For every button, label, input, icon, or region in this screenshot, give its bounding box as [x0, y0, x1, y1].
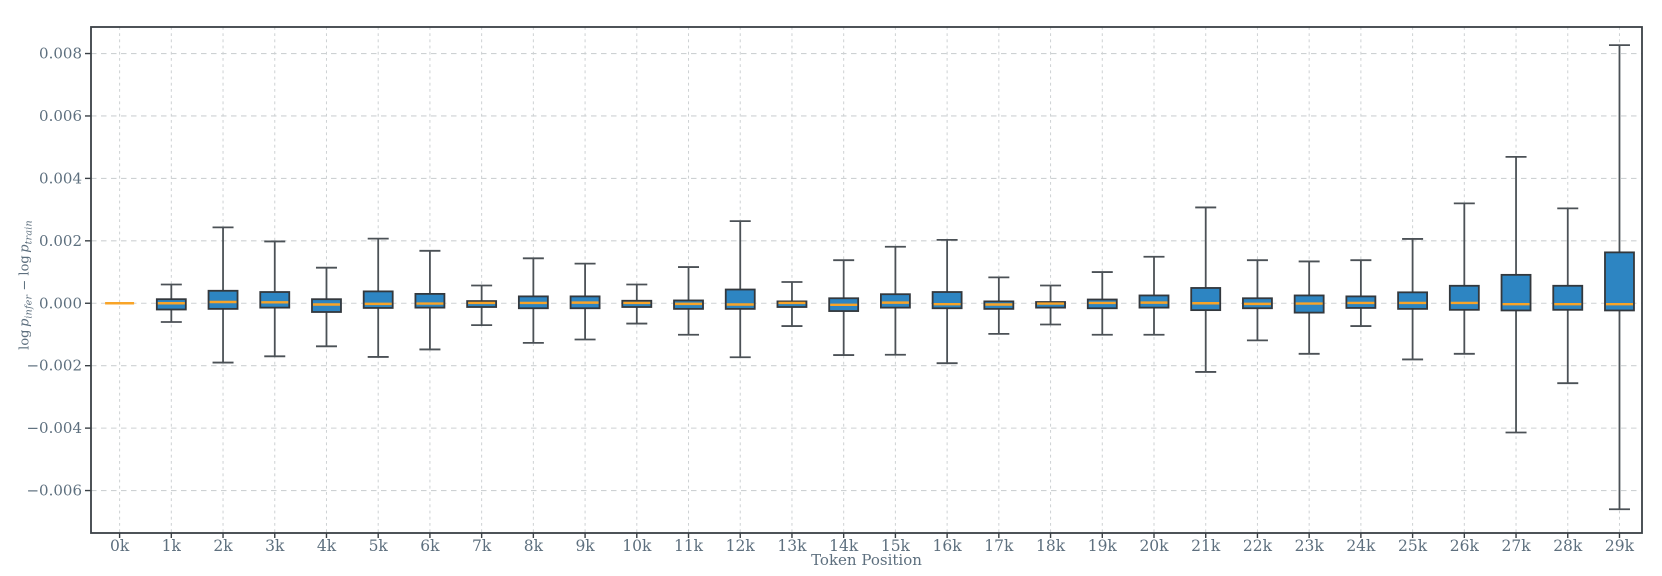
- box-15k: [880, 245, 911, 356]
- iqr-box: [1552, 284, 1584, 311]
- y-axis-label-part: p: [17, 244, 33, 253]
- box-21k: [1190, 206, 1222, 373]
- y-tick-label: −0.002: [26, 357, 82, 375]
- box-24k: [1345, 259, 1377, 327]
- iqr-box: [207, 289, 239, 310]
- box-20k: [1138, 255, 1170, 336]
- box-11k: [673, 266, 704, 336]
- x-tick-label: 0k: [110, 537, 130, 555]
- iqr-box: [880, 293, 911, 309]
- y-axis-label-part: log: [17, 326, 33, 350]
- x-tick-label: 19k: [1088, 537, 1118, 555]
- iqr-box: [1035, 301, 1066, 309]
- box-10k: [621, 283, 653, 325]
- box-7k: [466, 284, 498, 327]
- y-axis-label-part: p: [17, 318, 33, 327]
- x-tick-label: 14k: [829, 537, 859, 555]
- box-1k: [155, 283, 187, 323]
- iqr-box: [259, 291, 291, 309]
- x-tick-label: 24k: [1346, 537, 1376, 555]
- y-tick-label: −0.004: [26, 419, 82, 437]
- x-tick-label: 4k: [317, 537, 337, 555]
- y-axis-label: log pinfer − log ptrain: [17, 220, 35, 350]
- x-tick-label: 20k: [1139, 537, 1169, 555]
- iqr-box: [931, 291, 963, 310]
- iqr-box: [1604, 251, 1635, 312]
- iqr-box: [1190, 287, 1222, 312]
- box-9k: [569, 262, 601, 341]
- y-axis-label-part: infer: [23, 294, 35, 319]
- x-tick-label: 28k: [1553, 537, 1583, 555]
- y-axis-label-part: train: [23, 220, 35, 245]
- box-27k: [1500, 155, 1532, 434]
- box-13k: [776, 281, 808, 327]
- plot-frame: [90, 26, 1643, 534]
- iqr-box: [724, 288, 756, 310]
- box-18k: [1035, 284, 1066, 326]
- iqr-box: [776, 300, 808, 308]
- y-tick-label: 0.006: [39, 107, 82, 125]
- x-tick-label: 29k: [1605, 537, 1635, 555]
- x-tick-label: 2k: [213, 537, 233, 555]
- y-tick-label: 0.002: [39, 232, 82, 250]
- x-tick-label: 5k: [369, 537, 389, 555]
- x-tick-label: 13k: [777, 537, 807, 555]
- iqr-box: [414, 292, 446, 309]
- x-tick-label: 3k: [265, 537, 285, 555]
- x-tick-label: 22k: [1243, 537, 1273, 555]
- box-2k: [207, 226, 239, 364]
- y-tick-label: 0.000: [39, 294, 82, 312]
- y-tick-label: 0.004: [39, 169, 82, 187]
- box-22k: [1242, 259, 1273, 342]
- box-25k: [1397, 238, 1428, 361]
- y-axis-label-part: − log: [17, 252, 33, 295]
- x-tick-label: 27k: [1501, 537, 1531, 555]
- x-tick-label: 10k: [622, 537, 652, 555]
- y-tick-label: −0.006: [26, 482, 82, 500]
- x-tick-label: 1k: [162, 537, 182, 555]
- x-tick-label: 16k: [933, 537, 963, 555]
- box-17k: [983, 276, 1015, 335]
- x-tick-label: 8k: [524, 537, 544, 555]
- x-axis-label: Token Position: [811, 551, 922, 569]
- iqr-box: [1448, 284, 1480, 311]
- box-8k: [517, 257, 549, 344]
- x-tick-label: 21k: [1191, 537, 1221, 555]
- x-tick-label: 23k: [1295, 537, 1325, 555]
- box-12k: [724, 220, 756, 359]
- x-tick-label: 17k: [984, 537, 1014, 555]
- box-26k: [1448, 202, 1480, 355]
- y-tick-label: 0.008: [39, 45, 82, 63]
- iqr-box: [1397, 291, 1428, 310]
- x-tick-label: 7k: [472, 537, 492, 555]
- iqr-box: [362, 290, 394, 309]
- x-tick-label: 6k: [420, 537, 440, 555]
- x-tick-label: 15k: [881, 537, 911, 555]
- box-23k: [1293, 260, 1325, 355]
- box-6k: [414, 249, 446, 351]
- x-tick-label: 25k: [1398, 537, 1428, 555]
- x-tick-label: 11k: [674, 537, 704, 555]
- box-19k: [1086, 271, 1118, 336]
- box-16k: [931, 238, 963, 365]
- x-tick-label: 12k: [726, 537, 756, 555]
- box-4k: [311, 266, 342, 348]
- box-14k: [828, 259, 860, 356]
- x-tick-label: 18k: [1036, 537, 1066, 555]
- box-28k: [1552, 207, 1584, 385]
- box-3k: [259, 240, 291, 358]
- x-tick-label: 26k: [1450, 537, 1480, 555]
- x-tick-label: 9k: [575, 537, 595, 555]
- box-5k: [362, 237, 394, 358]
- box-29k: [1604, 44, 1635, 511]
